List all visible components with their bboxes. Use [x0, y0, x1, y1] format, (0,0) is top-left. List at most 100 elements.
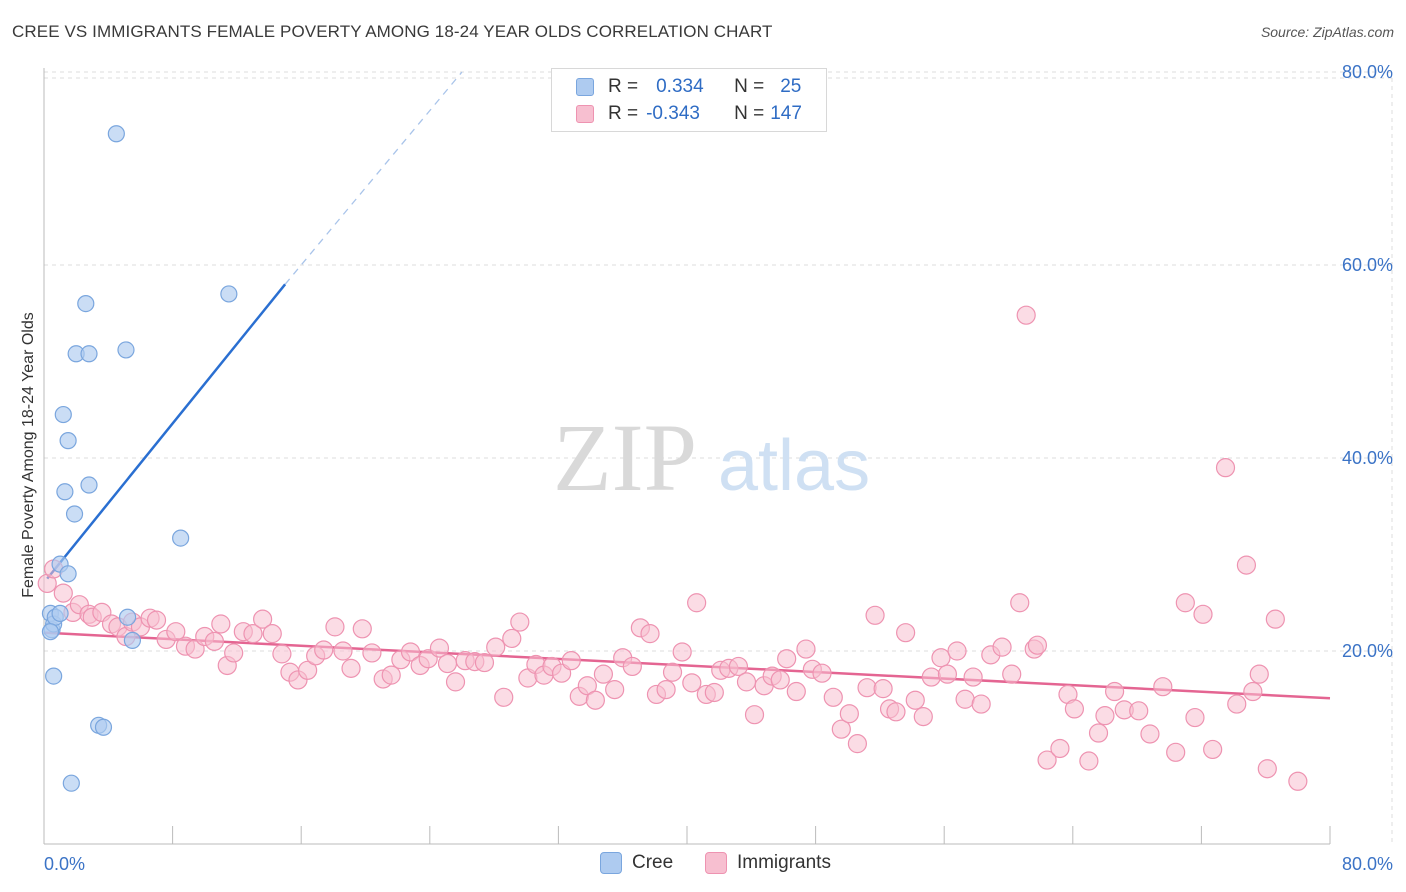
- trend-lines: [43, 71, 1331, 700]
- immigrants-point: [1064, 699, 1085, 719]
- immigrants-point: [1288, 771, 1308, 791]
- immigrants-point: [502, 628, 522, 649]
- immigrants-point: [1104, 681, 1125, 702]
- x-tick-label: 80.0%: [1342, 854, 1393, 874]
- immigrants-point: [1193, 604, 1213, 624]
- immigrants-point: [812, 663, 832, 683]
- bottom-immigrants-label: Immigrants: [737, 852, 831, 873]
- immigrants-point: [622, 656, 642, 677]
- immigrants-point: [1140, 724, 1160, 744]
- immigrants-points: [37, 305, 1308, 791]
- immigrants-point: [314, 640, 334, 660]
- immigrants-point: [1249, 664, 1269, 684]
- legend: R = 0.334 N = 25 R = -0.343 N = 147: [551, 68, 827, 132]
- cree-point: [77, 295, 95, 313]
- immigrants-point: [931, 648, 951, 668]
- immigrants-point: [786, 681, 806, 702]
- cree-n-value: 25: [780, 76, 802, 97]
- immigrants-n-label: N =: [734, 103, 765, 124]
- immigrants-point: [1215, 458, 1236, 478]
- immigrants-swatch: [576, 105, 594, 123]
- immigrants-point: [474, 652, 495, 673]
- immigrants-point: [896, 623, 916, 643]
- immigrants-point: [656, 679, 676, 700]
- cree-point: [94, 718, 113, 736]
- immigrants-point: [486, 637, 506, 657]
- cree-point: [45, 667, 63, 685]
- source-label: Source: ZipAtlas.com: [1260, 24, 1394, 40]
- immigrants-point: [1037, 750, 1057, 770]
- immigrants-point: [913, 707, 933, 727]
- immigrants-point: [1010, 593, 1030, 613]
- immigrants-point: [362, 643, 382, 663]
- cree-point: [56, 483, 74, 501]
- watermark-zip: ZIP: [553, 404, 697, 511]
- cree-points: [41, 125, 238, 792]
- immigrants-point: [585, 690, 605, 710]
- cree-point: [51, 604, 69, 622]
- immigrants-point: [682, 673, 702, 693]
- immigrants-point: [1166, 742, 1186, 762]
- cree-point: [62, 774, 80, 792]
- y-tick-label: 40.0%: [1342, 448, 1393, 468]
- chart-title: CREE VS IMMIGRANTS FEMALE POVERTY AMONG …: [12, 22, 773, 41]
- bottom-legend-immigrants: Immigrants: [705, 852, 831, 874]
- cree-point: [59, 565, 77, 583]
- immigrants-point: [662, 662, 683, 682]
- immigrants-point: [166, 622, 186, 642]
- immigrants-r-label: R =: [608, 103, 639, 124]
- immigrants-point: [947, 641, 967, 661]
- y-tick-label: 20.0%: [1342, 641, 1393, 661]
- immigrants-point: [687, 593, 707, 613]
- immigrants-point: [1016, 305, 1036, 325]
- immigrants-point: [429, 638, 450, 658]
- cree-n-label: N =: [734, 76, 765, 97]
- bottom-immigrants-swatch: [705, 852, 727, 874]
- legend-row-immigrants: R = -0.343 N = 147: [576, 102, 802, 126]
- immigrants-point: [1227, 694, 1247, 714]
- immigrants-point: [445, 672, 466, 692]
- immigrants-point: [1002, 664, 1022, 684]
- immigrants-point: [770, 670, 790, 690]
- cree-point: [220, 285, 238, 303]
- immigrants-point: [777, 649, 797, 669]
- watermark-atlas: atlas: [718, 426, 870, 506]
- immigrants-point: [1203, 739, 1223, 760]
- immigrants-point: [243, 624, 263, 644]
- immigrants-point: [577, 676, 597, 696]
- cree-point: [123, 631, 142, 649]
- watermark: ZIP atlas: [553, 404, 870, 511]
- immigrants-point: [1095, 706, 1115, 726]
- immigrants-point: [992, 637, 1012, 657]
- cree-point: [172, 529, 190, 547]
- immigrants-point: [865, 605, 885, 625]
- immigrants-point: [1236, 555, 1257, 575]
- immigrants-point: [1129, 701, 1149, 721]
- immigrants-point: [1027, 635, 1048, 655]
- cree-point: [59, 432, 77, 450]
- immigrants-point: [728, 656, 749, 677]
- immigrants-point: [494, 687, 514, 707]
- immigrants-point: [53, 583, 73, 603]
- cree-trend-line: [46, 283, 287, 580]
- immigrants-point: [921, 667, 941, 687]
- bottom-legend-cree: Cree: [600, 852, 673, 874]
- immigrants-point: [937, 664, 958, 684]
- cree-r-label: R =: [608, 76, 639, 97]
- immigrants-point: [400, 642, 421, 662]
- cree-r-value: 0.334: [656, 76, 704, 97]
- legend-row-cree: R = 0.334 N = 25: [576, 75, 801, 99]
- immigrants-point: [1185, 707, 1205, 728]
- immigrants-point: [736, 672, 757, 692]
- immigrants-point: [211, 614, 231, 634]
- cree-point: [65, 505, 84, 523]
- immigrants-point: [831, 719, 851, 739]
- immigrants-point: [253, 609, 273, 629]
- immigrants-point: [333, 641, 353, 661]
- immigrants-point: [262, 624, 282, 644]
- cree-point: [118, 608, 137, 626]
- immigrants-point: [886, 702, 906, 722]
- immigrants-point: [381, 665, 401, 685]
- bottom-cree-label: Cree: [632, 852, 674, 873]
